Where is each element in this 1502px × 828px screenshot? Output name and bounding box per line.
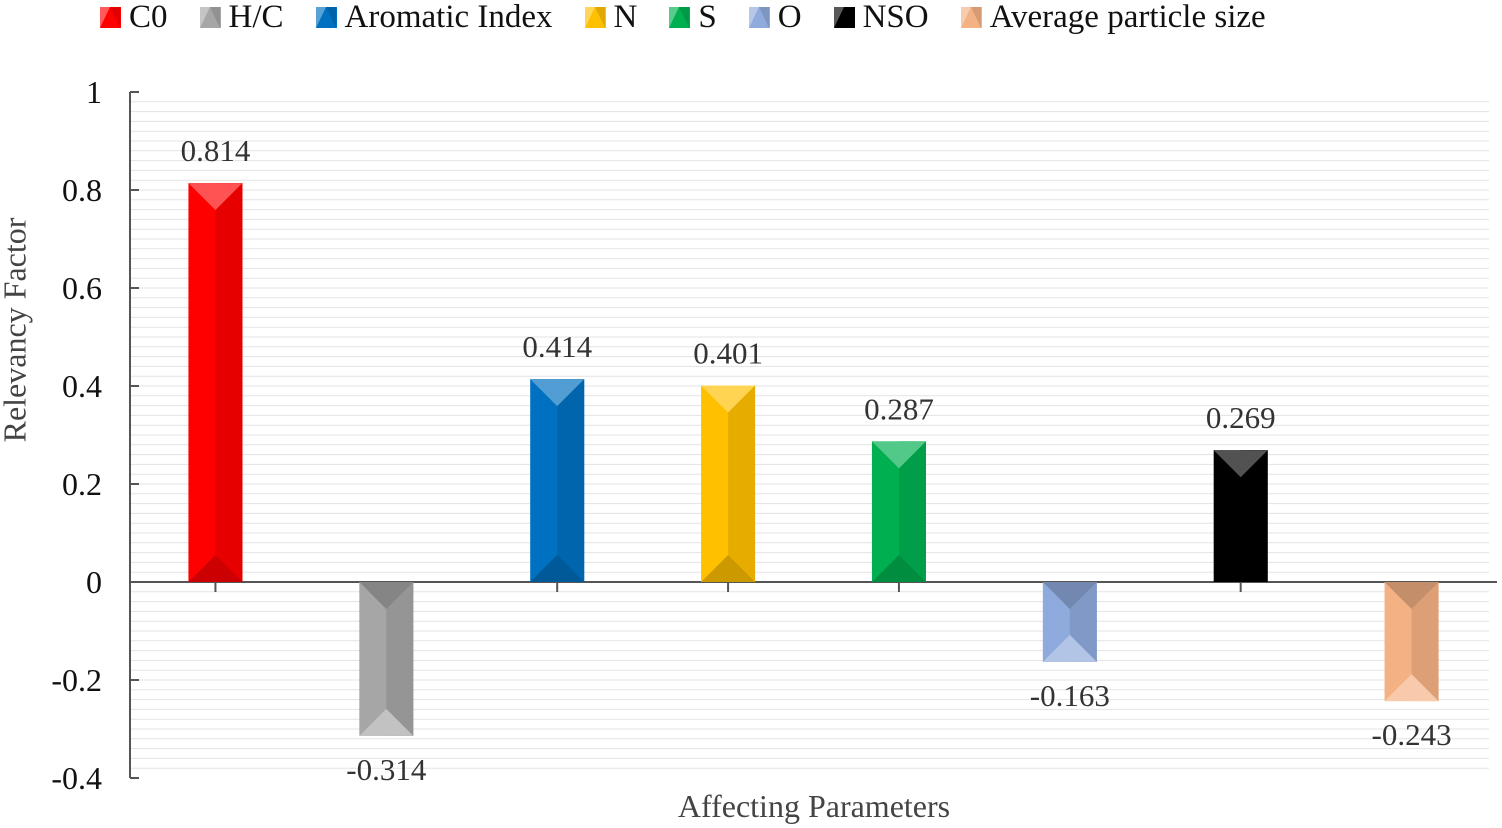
legend-item: Average particle size (960, 0, 1266, 36)
y-tick-label: -0.2 (51, 662, 102, 698)
x-axis-title: Affecting Parameters (677, 788, 951, 824)
data-label: 0.814 (181, 133, 251, 168)
legend-swatch (199, 6, 221, 28)
bar-bevel-end (530, 379, 585, 407)
bar-bevel-base (1042, 582, 1097, 609)
legend: C0 H/C Aromatic Index N S O NSO Average … (100, 0, 1266, 36)
bar-bevel-end (359, 708, 414, 736)
y-tick-label: 0.6 (62, 270, 102, 306)
legend-label: NSO (862, 0, 929, 35)
legend-swatch (748, 6, 770, 28)
legend-label: Average particle size (989, 0, 1266, 35)
data-label: 0.414 (522, 329, 592, 364)
y-tick-label: -0.4 (51, 760, 102, 796)
legend-swatch (584, 6, 606, 28)
data-label: -0.314 (346, 752, 427, 787)
y-tick-label: 1 (86, 74, 102, 110)
y-tick-label: 0 (86, 564, 102, 600)
legend-item: H/C (199, 0, 284, 36)
bar-bevel-end (701, 385, 756, 413)
legend-label: H/C (228, 0, 284, 35)
bar-bevel-base (701, 555, 756, 582)
data-label: -0.243 (1372, 717, 1452, 752)
bar-bevel-base (1384, 582, 1439, 609)
bar-bevel-end (1042, 634, 1097, 662)
legend-label: C0 (129, 0, 168, 35)
data-label: 0.401 (693, 336, 763, 371)
bar-bevel-right (386, 582, 414, 736)
y-tick-label: 0.4 (62, 368, 102, 404)
bar-bevel-right (728, 385, 756, 582)
bar-bevel-end (1213, 450, 1268, 478)
bar-bevel-end (871, 441, 926, 469)
legend-swatch (833, 6, 855, 28)
legend-label: N (613, 0, 638, 35)
bar-bevel-base (359, 582, 414, 609)
legend-label: S (698, 0, 717, 35)
legend-swatch (669, 6, 691, 28)
legend-label: Aromatic Index (344, 0, 553, 35)
legend-item: Aromatic Index (315, 0, 553, 36)
bar-bevel-end (188, 183, 243, 211)
legend-item: NSO (833, 0, 929, 36)
legend-label: O (777, 0, 802, 35)
data-label: 0.269 (1206, 400, 1276, 435)
legend-item: O (748, 0, 802, 36)
legend-item: C0 (100, 0, 168, 36)
legend-swatch (315, 6, 337, 28)
bar-bevel-end (1384, 674, 1439, 702)
bar-bevel-base (1213, 555, 1268, 582)
data-label: -0.163 (1030, 678, 1110, 713)
bar-bevel-base (188, 555, 243, 582)
legend-item: S (669, 0, 717, 36)
y-tick-label: 0.2 (62, 466, 102, 502)
legend-item: N (584, 0, 638, 36)
legend-swatch (960, 6, 982, 28)
bar-bevel-right (898, 441, 926, 582)
bar-bevel-right (215, 183, 243, 582)
y-axis-title: Relevancy Factor (0, 217, 33, 443)
y-tick-label: 0.8 (62, 172, 102, 208)
data-label: 0.287 (864, 391, 934, 426)
bar-bevel-base (530, 555, 585, 582)
bar-bevel-right (557, 379, 585, 582)
bar-bevel-base (871, 555, 926, 582)
legend-swatch (100, 6, 121, 28)
